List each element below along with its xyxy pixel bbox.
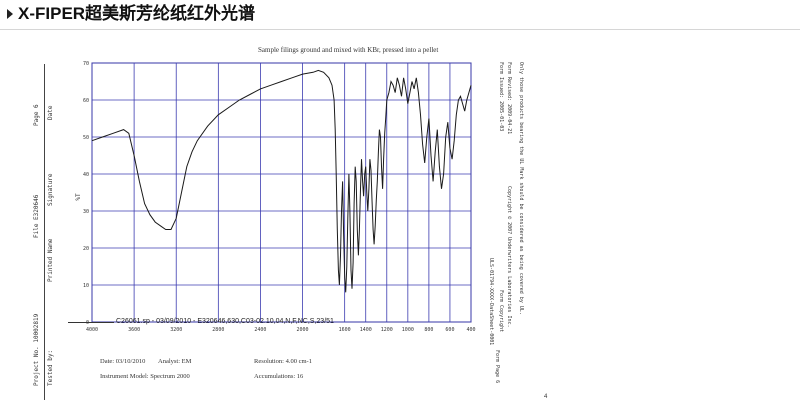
info-analyst: Analyst: EM xyxy=(158,358,192,365)
plot-title: Sample filings ground and mixed with KBr… xyxy=(258,46,439,54)
y-axis-label: %T xyxy=(75,193,82,201)
x-tick-label: 2400 xyxy=(254,327,266,333)
info-resolution: Resolution: 4.00 cm-1 xyxy=(254,358,312,365)
x-tick-label: 2800 xyxy=(212,327,224,333)
y-tick-label: 50 xyxy=(83,135,89,141)
tested-by-label: Tested by: xyxy=(47,349,54,386)
triangle-bullet-icon xyxy=(7,9,13,19)
form-issued-label: Form Issued: 2005-01-03 xyxy=(498,62,504,132)
header-divider xyxy=(0,29,800,30)
form-revised-label: Form Revised: 2009-04-21 xyxy=(506,62,512,135)
x-tick-label: 4000 xyxy=(86,327,98,333)
printed-name-label: Printed Name xyxy=(47,238,54,282)
spectrum-line xyxy=(91,69,472,293)
info-date: Date: 03/10/2010 xyxy=(100,358,146,365)
x-tick-label: 3200 xyxy=(170,327,182,333)
y-tick-label: 20 xyxy=(83,246,89,252)
project-no-label: Project No. 10002819 xyxy=(33,313,40,386)
x-tick-label: 1200 xyxy=(381,327,393,333)
page-label: Page 6 xyxy=(33,104,40,126)
x-tick-label: 600 xyxy=(445,327,454,333)
form-code-label: ULS-01794-XXXX-DataSheet-0001 xyxy=(488,258,494,346)
section-header: X-FIPER超美斯芳纶纸红外光谱 xyxy=(0,0,800,30)
y-tick-label: 30 xyxy=(83,209,89,215)
page-mark: 4 xyxy=(544,394,548,400)
file-label: File E320646 xyxy=(33,194,40,238)
info-accumulations: Accumulations: 16 xyxy=(254,373,304,380)
section-title: X-FIPER超美斯芳纶纸红外光谱 xyxy=(18,4,256,23)
x-tick-label: 1400 xyxy=(360,327,372,333)
x-tick-label: 1600 xyxy=(339,327,351,333)
form-copyright-label: Form Copyright xyxy=(498,290,504,333)
info-instrument: Instrument Model: Spectrum 2000 xyxy=(100,373,190,380)
y-tick-label: 0 xyxy=(86,320,89,326)
ul-mark-note: Only those products bearing the UL Mark … xyxy=(518,62,524,315)
legend-label: C26061.sp - 03/09/2010 - E320646,630,C03… xyxy=(116,318,334,325)
plot-frame xyxy=(91,62,472,323)
x-tick-label: 3600 xyxy=(128,327,140,333)
x-tick-label: 1000 xyxy=(402,327,414,333)
y-tick-label: 70 xyxy=(83,61,89,67)
x-tick-label: 800 xyxy=(424,327,433,333)
x-tick-label: 2000 xyxy=(297,327,309,333)
legend-line-sample xyxy=(68,322,114,323)
form-page-label: Form Page 6 xyxy=(494,350,500,384)
left-margin-line xyxy=(44,64,45,400)
y-tick-label: 40 xyxy=(83,172,89,178)
signature-label: Signature xyxy=(47,173,54,206)
x-tick-label: 400 xyxy=(466,327,475,333)
date-label: Date xyxy=(47,105,54,120)
copyright-label: Copyright © 2007 Underwriters Laboratori… xyxy=(506,186,512,328)
y-tick-label: 60 xyxy=(83,98,89,104)
y-tick-label: 10 xyxy=(83,283,89,289)
